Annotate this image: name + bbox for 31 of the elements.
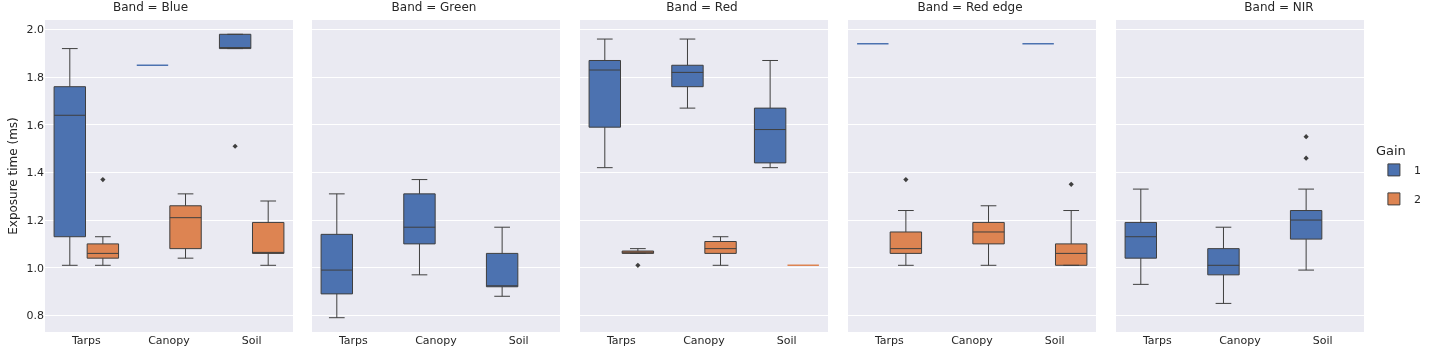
y-tick-label: 1.8 xyxy=(26,71,44,85)
legend-title: Gain xyxy=(1375,143,1406,159)
y-tick-label: 1.6 xyxy=(26,118,44,132)
x-tick-label: Soil xyxy=(776,334,797,347)
x-tick-label: Soil xyxy=(508,334,529,347)
y-tick-label: 2.0 xyxy=(26,23,44,37)
chart-title: Band = Red edge xyxy=(917,0,1023,15)
y-tick-label: 1.2 xyxy=(26,213,44,227)
x-tick-label: Tarps xyxy=(1141,334,1173,347)
x-tick-label: Canopy xyxy=(148,334,191,347)
x-tick-label: Soil xyxy=(1312,334,1333,347)
x-tick-label: Soil xyxy=(241,334,262,347)
legend-label: 1 xyxy=(1413,164,1421,178)
x-tick-label: Tarps xyxy=(605,334,637,347)
x-tick-label: Tarps xyxy=(337,334,369,347)
x-tick-label: Tarps xyxy=(873,334,905,347)
y-tick-label: 1.0 xyxy=(26,261,44,275)
x-tick-label: Tarps xyxy=(70,334,102,347)
y-tick-label: 0.8 xyxy=(26,309,44,323)
y-tick-label: 1.4 xyxy=(26,166,44,180)
x-tick-label: Canopy xyxy=(683,334,726,347)
chart-title: Band = Green xyxy=(391,0,477,15)
x-tick-label: Canopy xyxy=(415,334,458,347)
y-axis-title: Exposure time (ms) xyxy=(5,117,20,235)
chart-title: Band = Blue xyxy=(112,0,189,15)
x-tick-label: Canopy xyxy=(951,334,994,347)
legend-label: 2 xyxy=(1413,193,1421,207)
x-tick-label: Soil xyxy=(1044,334,1065,347)
chart-title: Band = NIR xyxy=(1244,0,1314,15)
chart-title: Band = Red xyxy=(666,0,738,15)
x-tick-label: Canopy xyxy=(1219,334,1262,347)
